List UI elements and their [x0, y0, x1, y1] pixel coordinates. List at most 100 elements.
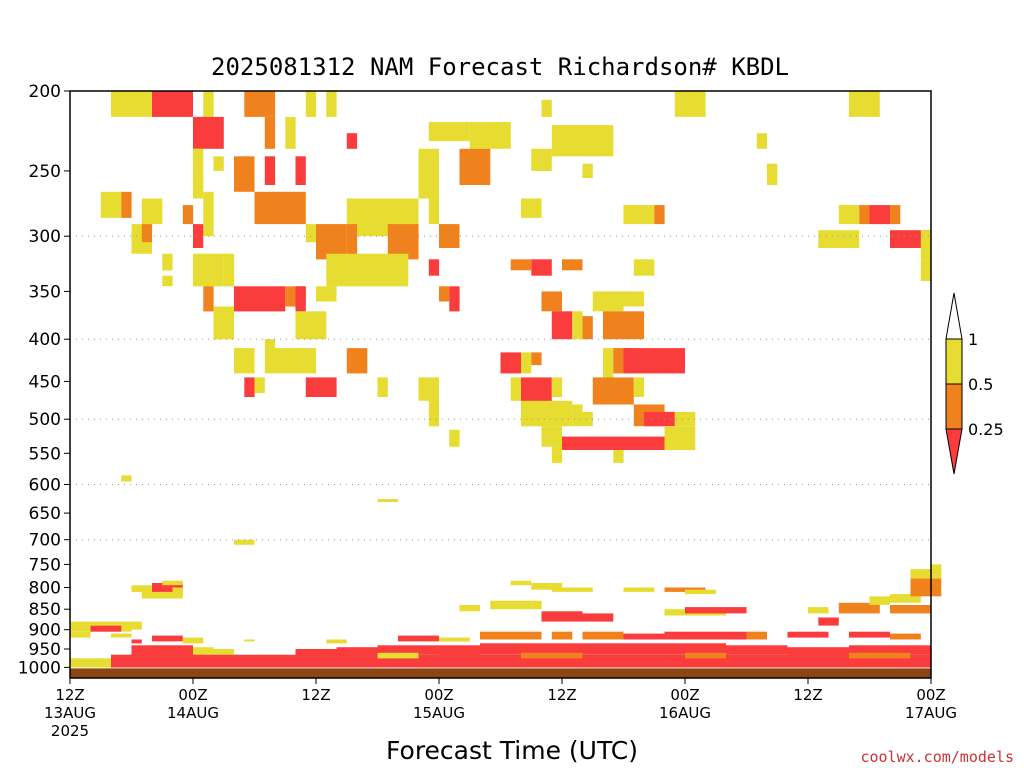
heatmap-cell: [439, 224, 460, 248]
heatmap-cell: [418, 148, 439, 199]
heatmap-cell: [551, 377, 563, 397]
y-tick-label: 700: [29, 531, 61, 551]
x-tick-label: 2025: [51, 722, 89, 740]
heatmap-cell: [551, 125, 614, 157]
heatmap-cell: [193, 148, 204, 199]
y-tick-label: 900: [29, 621, 61, 641]
colorbar-bin-above-1: [945, 292, 963, 340]
heatmap-cell: [674, 91, 706, 117]
heatmap-cell: [418, 377, 439, 401]
heatmap-cell: [572, 404, 583, 427]
heatmap-cell: [152, 635, 183, 642]
heatmap-cell: [295, 311, 327, 340]
heatmap-cell: [490, 600, 532, 610]
heatmap-cell: [551, 311, 573, 340]
colorbar-label-1: 1: [968, 330, 978, 349]
heatmap-cell: [521, 652, 583, 659]
heatmap-cell: [131, 639, 142, 644]
heatmap-cell: [244, 377, 255, 397]
heatmap-cell: [818, 230, 860, 248]
heatmap-cell: [582, 631, 624, 640]
heatmap-cell: [746, 631, 767, 640]
heatmap-cell: [582, 411, 593, 427]
heatmap-cell: [869, 205, 890, 225]
heatmap-cell: [685, 652, 726, 659]
heatmap-cell: [131, 585, 152, 592]
heatmap-cell: [100, 191, 122, 218]
heatmap-cells: [70, 91, 942, 668]
heatmap-cell: [890, 205, 901, 225]
heatmap-cell: [562, 259, 583, 271]
heatmap-cell: [90, 625, 122, 632]
heatmap-cell: [275, 348, 316, 374]
heatmap-cell: [213, 306, 234, 340]
heatmap-cell: [121, 475, 132, 482]
heatmap-cell: [346, 224, 358, 260]
heatmap-cell: [326, 639, 347, 644]
x-tick-label: 00Z: [916, 686, 945, 704]
x-tick-label: 00Z: [178, 686, 207, 704]
heatmap-cell: [172, 587, 183, 595]
y-tick-label: 200: [29, 82, 61, 102]
heatmap-cell: [346, 198, 358, 237]
heatmap-cell: [398, 635, 439, 642]
y-tick-label: 600: [29, 476, 61, 496]
heatmap-cell: [623, 348, 685, 374]
heatmap-cell: [541, 99, 552, 117]
heatmap-cell: [162, 253, 173, 271]
heatmap-cell: [849, 645, 931, 655]
heatmap-cell: [193, 116, 224, 149]
heatmap-cell: [480, 643, 562, 655]
x-tick-label: 15AUG: [413, 704, 465, 722]
heatmap-cell: [664, 631, 747, 640]
heatmap-cell: [510, 259, 532, 271]
heatmap-cell: [295, 286, 306, 312]
heatmap-cell: [521, 400, 573, 427]
heatmap-cell: [654, 205, 665, 225]
y-tick-label: 350: [29, 282, 61, 302]
heatmap-cell: [141, 198, 163, 225]
heatmap-cell: [234, 286, 286, 312]
heatmap-cell: [111, 633, 132, 638]
x-tick-label: 00Z: [424, 686, 453, 704]
heatmap-cell: [582, 163, 593, 178]
heatmap-cell: [377, 652, 419, 659]
heatmap-cell: [531, 259, 552, 276]
heatmap-cell: [592, 377, 634, 405]
heatmap-cell: [326, 253, 409, 287]
heatmap-cell: [264, 339, 276, 374]
heatmap-cell: [910, 569, 942, 579]
heatmap-cell: [254, 377, 265, 394]
heatmap-cell: [849, 91, 880, 117]
heatmap-cell: [726, 645, 788, 655]
heatmap-cell: [316, 286, 337, 302]
y-tick-label: 400: [29, 330, 61, 350]
heatmap-cell: [377, 645, 439, 655]
y-tick-label: 1000: [18, 658, 61, 678]
heatmap-cell: [428, 397, 440, 427]
heatmap-cell: [285, 116, 296, 149]
heatmap-cell: [377, 377, 388, 397]
heatmap-cell: [685, 589, 716, 595]
heatmap-cell: [623, 205, 655, 225]
heatmap-cell: [920, 230, 932, 260]
heatmap-cell: [582, 316, 593, 340]
heatmap-cell: [633, 259, 655, 276]
y-tick-label: 850: [29, 600, 61, 620]
heatmap-cell: [674, 411, 696, 427]
y-tick-label: 250: [29, 162, 61, 182]
y-tick-label: 300: [29, 227, 61, 247]
heatmap-cell: [541, 291, 562, 312]
heatmap-cell: [510, 580, 532, 586]
heatmap-cell: [603, 348, 614, 382]
heatmap-cell: [633, 377, 645, 397]
heatmap-cell: [480, 631, 542, 640]
heatmap-cell: [787, 631, 829, 638]
heatmap-cell: [531, 148, 552, 171]
heatmap-cell: [531, 352, 542, 366]
heatmap-cell: [449, 286, 460, 312]
heatmap-cell: [305, 224, 317, 243]
heatmap-cell: [326, 91, 337, 117]
heatmap-cell: [439, 637, 470, 642]
